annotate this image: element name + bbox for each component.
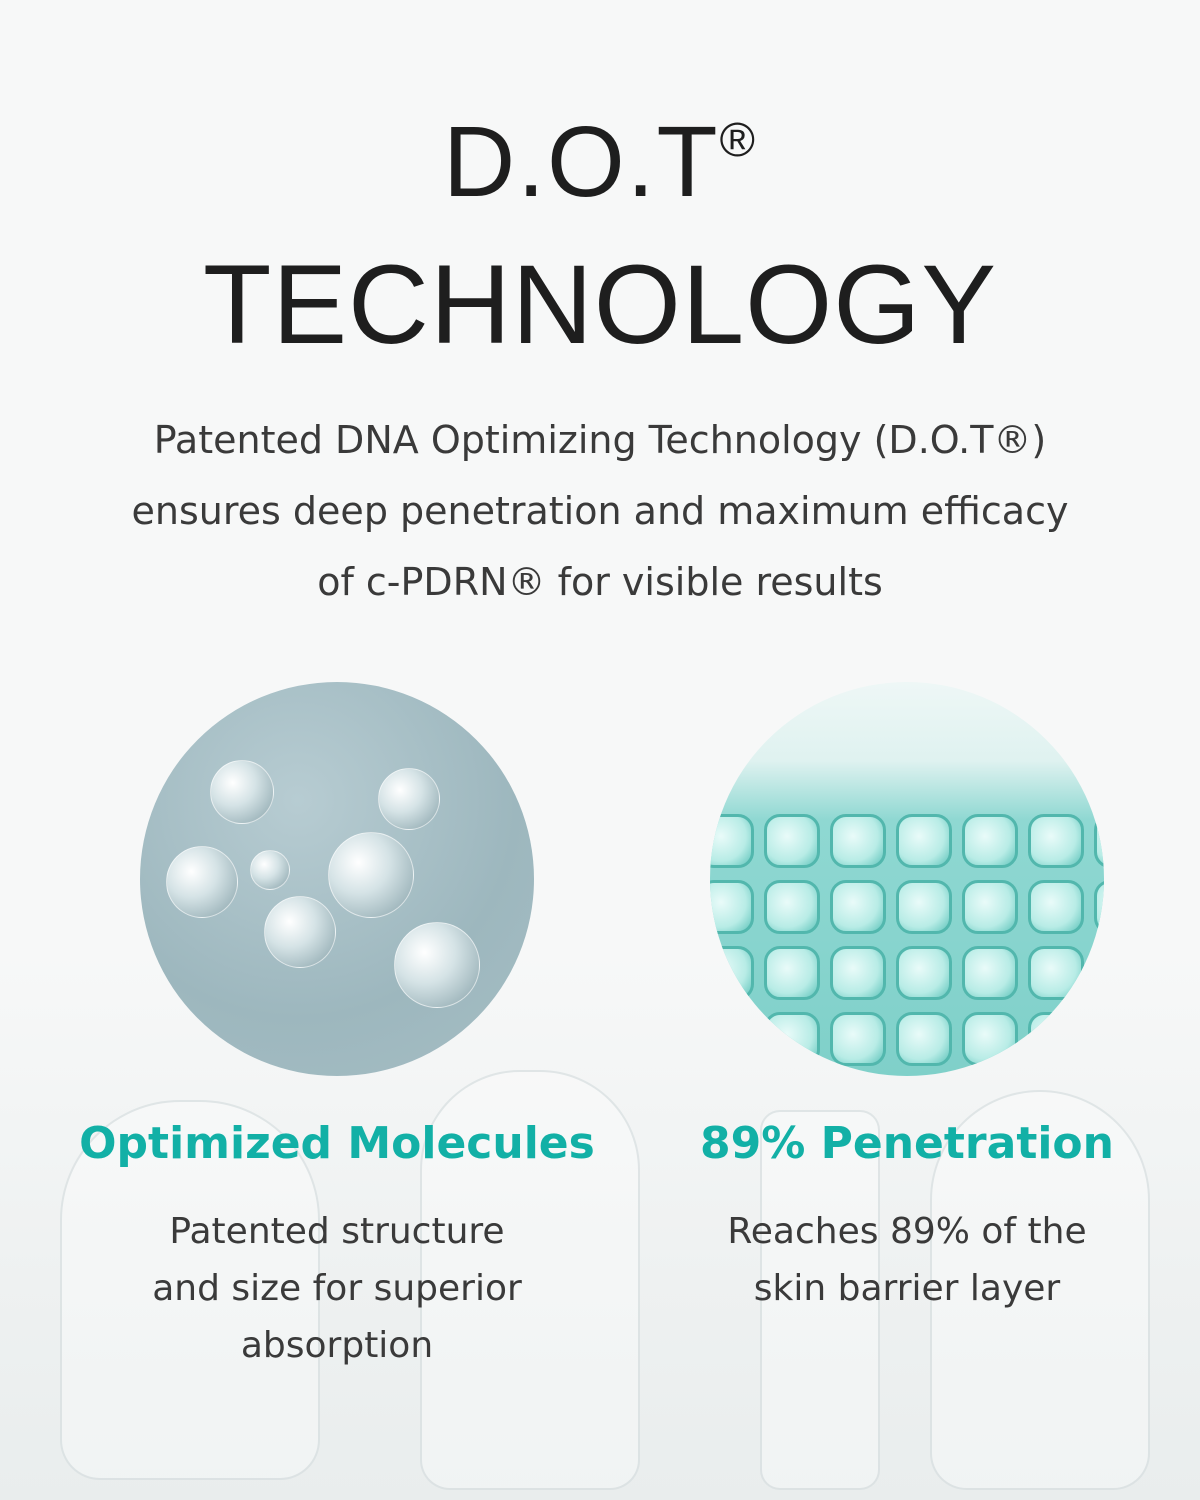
cell: [764, 880, 820, 934]
cell: [830, 946, 886, 1000]
feature-text-molecules: Patented structure and size for superior…: [152, 1211, 522, 1366]
cell: [764, 814, 820, 868]
cell: [1028, 880, 1084, 934]
cell: [830, 880, 886, 934]
feature-heading-penetration: 89% Penetration: [700, 1118, 1114, 1169]
cell: [1028, 1012, 1084, 1066]
description: Patented DNA Optimizing Technology (D.O.…: [131, 418, 1069, 604]
cell: [764, 1012, 820, 1066]
cell: [710, 814, 754, 868]
cell: [896, 880, 952, 934]
cell: [1094, 814, 1104, 868]
molecule-image: [140, 682, 534, 1076]
title-line2: TECHNOLOGY: [202, 242, 998, 367]
cell: [896, 946, 952, 1000]
cell: [1094, 1012, 1104, 1066]
cell: [962, 946, 1018, 1000]
cell: [764, 946, 820, 1000]
title-line1: D.O.T®: [442, 106, 758, 218]
cell: [962, 880, 1018, 934]
cell: [896, 1012, 952, 1066]
cell-grid-image: [710, 682, 1104, 1076]
cell: [962, 1012, 1018, 1066]
cell: [1094, 946, 1104, 1000]
cell: [710, 880, 754, 934]
cell: [710, 946, 754, 1000]
cell: [1028, 946, 1084, 1000]
cell: [1028, 814, 1084, 868]
cell: [1094, 880, 1104, 934]
cell: [962, 814, 1018, 868]
cell: [896, 814, 952, 868]
cell: [710, 1012, 754, 1066]
feature-text-penetration: Reaches 89% of the skin barrier layer: [727, 1211, 1087, 1309]
cell: [830, 814, 886, 868]
cell: [830, 1012, 886, 1066]
feature-heading-molecules: Optimized Molecules: [79, 1118, 595, 1169]
